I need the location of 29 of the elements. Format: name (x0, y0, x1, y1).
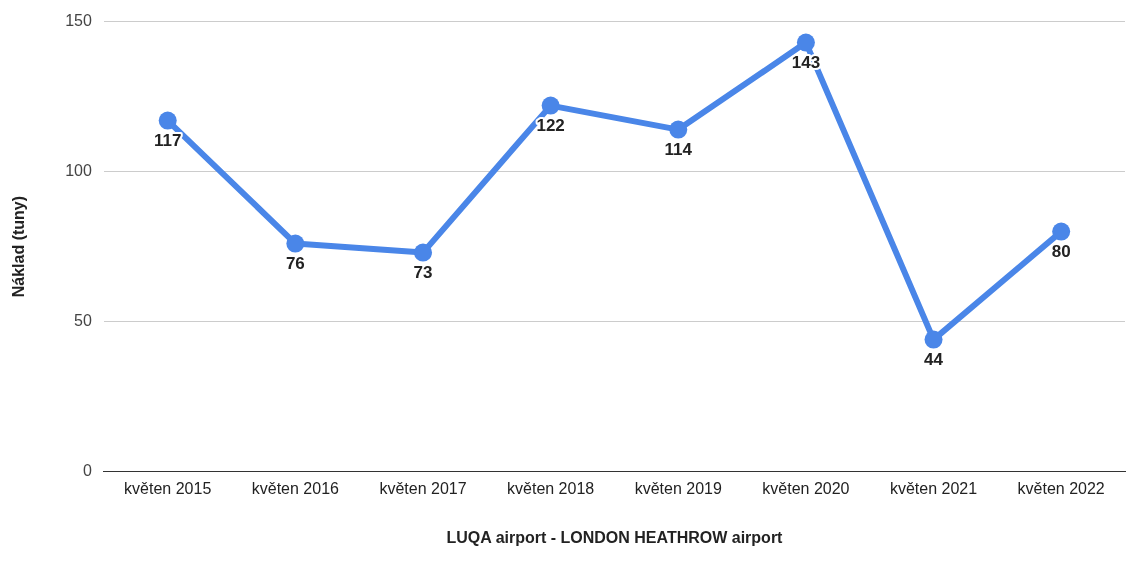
point (286, 234, 305, 253)
x-tick-label: květen 2021 (889, 479, 978, 497)
point (1052, 222, 1071, 241)
data-label: 80 (1051, 241, 1071, 261)
y-tick-label: 150 (65, 12, 92, 30)
x-tick-label: květen 2018 (507, 479, 595, 497)
data-label: 73 (413, 262, 433, 282)
y-axis-title: Náklad (tuny) (10, 195, 28, 298)
x-tick-label: květen 2016 (251, 479, 340, 497)
point (158, 111, 177, 130)
y-tick-label: 0 (82, 462, 92, 480)
data-label: 114 (664, 139, 693, 159)
y-tick-label: 100 (65, 162, 92, 180)
point (924, 330, 943, 349)
data-label: 76 (285, 253, 305, 273)
point (541, 96, 560, 115)
x-tick-label: květen 2022 (1017, 479, 1105, 497)
point (669, 120, 688, 139)
data-label: 44 (924, 349, 944, 369)
x-tick-label: květen 2020 (762, 479, 850, 497)
data-label: 117 (154, 130, 182, 150)
point (796, 33, 815, 52)
x-tick-label: květen 2019 (634, 479, 722, 497)
x-tick-label: květen 2015 (124, 479, 212, 497)
x-tick-label: květen 2017 (379, 479, 467, 497)
y-tick-label: 50 (74, 312, 92, 330)
data-label: 122 (536, 115, 565, 135)
x-axis-title: LUQA airport - LONDON HEATHROW airport (446, 528, 784, 546)
point (413, 243, 432, 262)
